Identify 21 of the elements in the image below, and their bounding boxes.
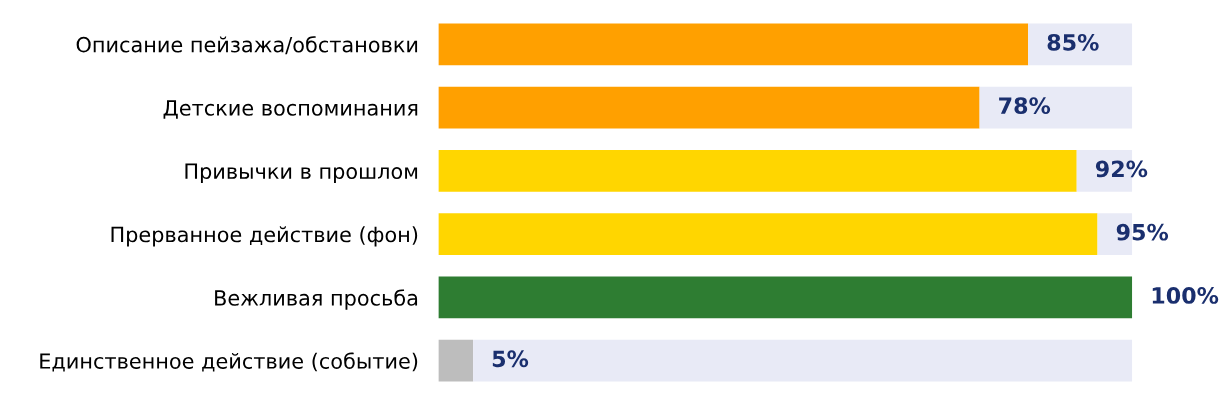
data-label: 85% bbox=[1047, 33, 1099, 51]
bar bbox=[438, 213, 1098, 256]
y-tick-label: Описание пейзажа/обстановки bbox=[76, 36, 418, 55]
bar bbox=[438, 86, 980, 129]
y-tick-label: Вежливая просьба bbox=[215, 289, 418, 310]
bar bbox=[979, 86, 1133, 129]
data-label: 5% bbox=[492, 350, 529, 368]
bar bbox=[438, 23, 1029, 66]
y-tick-label: Детские воспоминания bbox=[163, 100, 418, 119]
y-tick-label: Привычки в прошлом bbox=[185, 163, 418, 184]
y-tick-label: Единственное действие (событие) bbox=[40, 352, 418, 372]
data-label: 92% bbox=[1095, 160, 1148, 178]
bar bbox=[438, 149, 1077, 192]
bar bbox=[1028, 23, 1133, 66]
data-label: 95% bbox=[1116, 223, 1169, 241]
bar bbox=[438, 339, 474, 382]
y-tick-label: Прерванное действие (фон) bbox=[111, 226, 418, 247]
data-label: 78% bbox=[999, 97, 1051, 115]
bar bbox=[438, 276, 1133, 319]
bar bbox=[473, 339, 1133, 382]
data-label: 100% bbox=[1152, 287, 1219, 304]
